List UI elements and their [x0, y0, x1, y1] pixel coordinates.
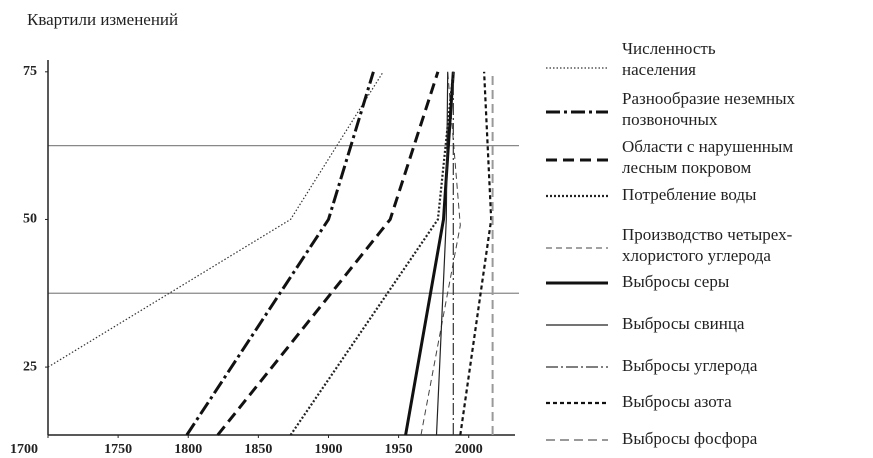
- series-line: [420, 71, 461, 436]
- legend-label: Выбросы свинца: [622, 314, 745, 333]
- y-tick-label: 50: [23, 212, 37, 227]
- x-tick-label: 2000: [455, 442, 483, 457]
- legend-label: Производство четырех-хлористого углерода: [622, 225, 793, 265]
- series-line: [435, 71, 449, 436]
- legend-label: Потребление воды: [622, 185, 757, 204]
- x-tick-label: 1750: [104, 442, 132, 457]
- legend-label: Численность населения: [622, 39, 716, 79]
- legend-label: Выбросы азота: [622, 392, 732, 411]
- y-tick-label: 25: [23, 359, 37, 374]
- series-line: [289, 71, 455, 436]
- legend-label: Выбросы серы: [622, 272, 730, 291]
- series-line: [47, 71, 384, 368]
- chart-title: Квартили изменений: [27, 10, 178, 29]
- y-tick-label: 75: [23, 64, 37, 79]
- legend-label: Выбросы углерода: [622, 356, 758, 375]
- legend-label: Области с нарушенным лесным покровом: [622, 137, 793, 177]
- legend-label: Разнообразие неземных позвоночных: [622, 89, 796, 129]
- series-line: [185, 71, 375, 436]
- series-line: [404, 71, 455, 436]
- x-tick-label: 1700: [10, 442, 38, 457]
- series-line: [216, 71, 440, 436]
- series-line: [459, 71, 493, 436]
- x-tick-label: 1900: [314, 442, 342, 457]
- x-tick-label: 1850: [244, 442, 272, 457]
- x-tick-label: 1950: [385, 442, 413, 457]
- legend-label: Выбросы фосфора: [622, 429, 758, 448]
- x-tick-label: 1800: [174, 442, 202, 457]
